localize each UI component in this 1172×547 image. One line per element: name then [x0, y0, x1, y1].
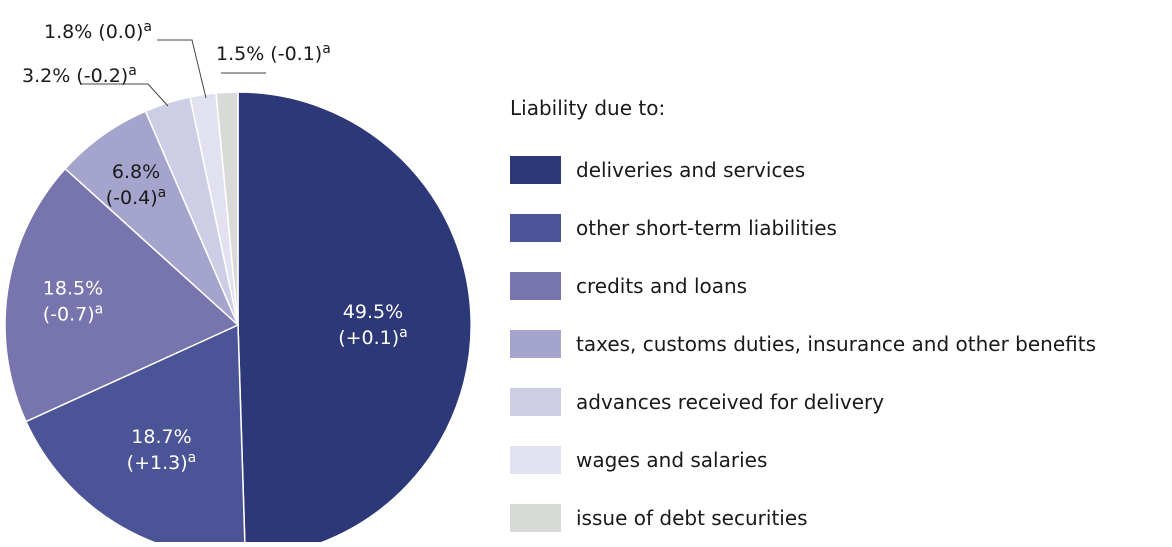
- pie-slice-1: [237, 91, 472, 542]
- legend-swatch: [510, 330, 561, 358]
- slice-label-3-pct: 18.5%: [43, 277, 103, 299]
- legend-label: deliveries and services: [576, 158, 806, 182]
- pie-chart: 49.5%(+0.1)a 18.7%(+1.3)a 18.5%(-0.7)a 6.8%…: [4, 19, 472, 542]
- legend-item: credits and loans: [510, 257, 1096, 315]
- legend-item: other short-term liabilities: [510, 199, 1096, 257]
- slice-label-3-change: (-0.7)a: [43, 301, 104, 325]
- slice-label-2-pct: 18.7%: [131, 426, 191, 448]
- legend-label: issue of debt securities: [576, 506, 808, 530]
- leader-line-6: [157, 39, 207, 99]
- legend-label: other short-term liabilities: [576, 216, 837, 240]
- slice-label-4-pct: 6.8%: [112, 161, 160, 183]
- legend-item: taxes, customs duties, insurance and oth…: [510, 315, 1096, 373]
- leader-line-5: [80, 83, 169, 107]
- pie-slice-7: [215, 91, 239, 326]
- legend-swatch: [510, 446, 561, 474]
- legend-item: deliveries and services: [510, 141, 1096, 199]
- legend-swatch: [510, 156, 561, 184]
- legend-swatch: [510, 504, 561, 532]
- legend-label: advances received for delivery: [576, 390, 885, 414]
- legend-label: wages and salaries: [576, 448, 768, 472]
- legend-label: credits and loans: [576, 274, 748, 298]
- slice-label-4-change: (-0.4)a: [106, 185, 167, 209]
- slice-label-1-change: (+0.1)a: [338, 325, 408, 349]
- slice-label-2-change: (+1.3)a: [127, 450, 197, 474]
- legend-swatch: [510, 214, 561, 242]
- slice-label-7: 1.5% (-0.1)a: [216, 41, 331, 65]
- legend-swatch: [510, 388, 561, 416]
- legend-item: issue of debt securities: [510, 489, 1096, 547]
- slice-label-6: 1.8% (0.0)a: [44, 19, 152, 43]
- legend-item: wages and salaries: [510, 431, 1096, 489]
- slice-label-5: 3.2% (-0.2)a: [22, 63, 137, 87]
- legend-item: advances received for delivery: [510, 373, 1096, 431]
- legend-title: Liability due to:: [510, 96, 666, 120]
- slice-label-1-pct: 49.5%: [343, 301, 403, 323]
- legend-label: taxes, customs duties, insurance and oth…: [576, 332, 1096, 356]
- pie-slice-3: [4, 167, 240, 423]
- legend: Liability due to: deliveries and service…: [510, 96, 1096, 547]
- legend-swatch: [510, 272, 561, 300]
- pie-slice-2: [24, 323, 246, 542]
